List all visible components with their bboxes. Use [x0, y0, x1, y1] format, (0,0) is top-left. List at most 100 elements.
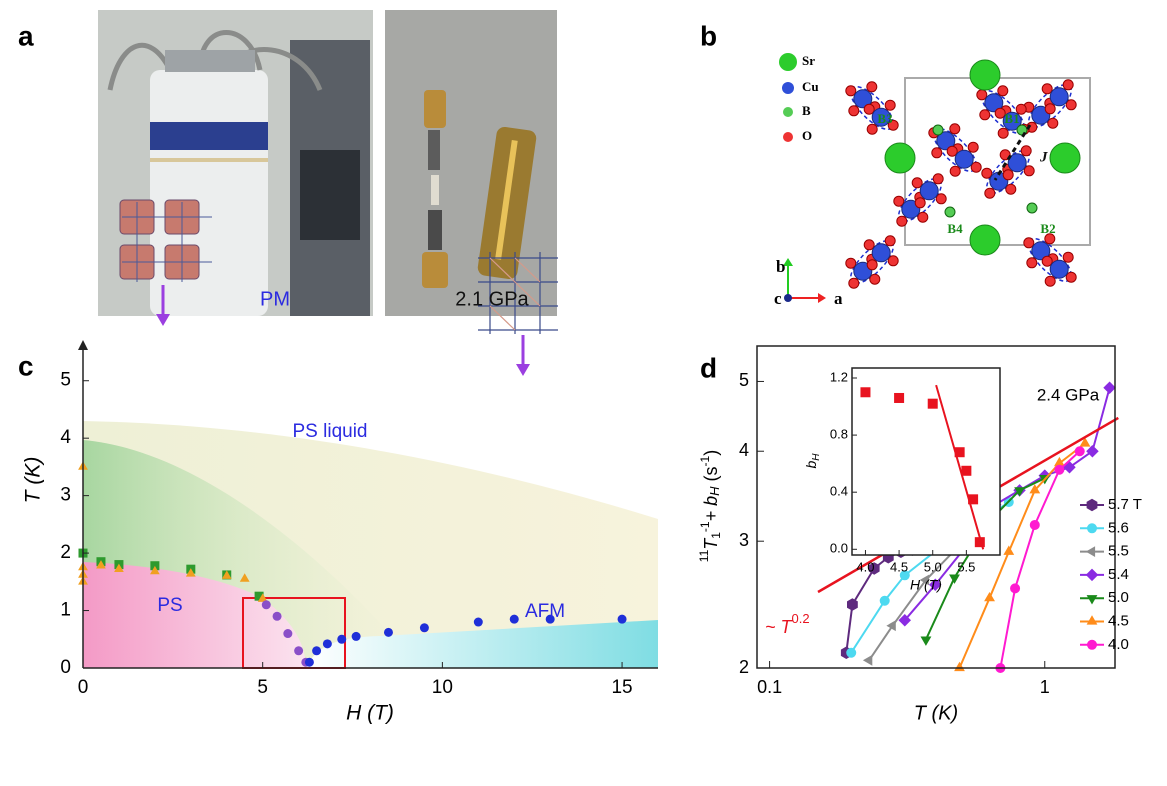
atom-o: [918, 212, 928, 222]
y-tick-label: 3: [60, 485, 71, 506]
legend-atom: [783, 107, 793, 117]
y-tick-label: 4: [739, 440, 749, 460]
atom-cu: [920, 182, 938, 200]
site-label: B3: [877, 111, 893, 126]
marker: [352, 632, 361, 641]
marker: [323, 639, 332, 648]
atom-o: [1066, 100, 1076, 110]
marker: [312, 646, 321, 655]
legend-atom: [783, 132, 793, 142]
atom-o: [982, 168, 992, 178]
fit-label-exponent: 0.2: [792, 611, 810, 626]
atom-o: [1042, 84, 1052, 94]
y-axis-label-part: b: [803, 461, 819, 469]
atom-o: [971, 162, 981, 172]
site-label: B2: [1040, 221, 1055, 236]
atom-o: [1066, 272, 1076, 282]
y-axis-label: T (K): [22, 457, 45, 504]
atom-o: [915, 198, 925, 208]
coupling-label: J': [956, 151, 969, 167]
legend-marker: [1086, 569, 1099, 582]
axis-name: a: [834, 289, 843, 308]
legend-label: Sr: [802, 53, 815, 68]
marker: [283, 629, 292, 638]
axis-name: c: [774, 289, 782, 308]
y-tick-label: 1: [60, 600, 71, 621]
marker: [1030, 520, 1040, 530]
marker: [984, 592, 995, 601]
marker: [954, 662, 965, 671]
panel-label: d: [700, 352, 717, 383]
marker: [846, 648, 856, 658]
atom-b: [933, 125, 943, 135]
atom-o: [977, 90, 987, 100]
annotation: PS: [157, 595, 182, 616]
x-tick-label: 4.5: [890, 559, 908, 574]
atom-o: [888, 256, 898, 266]
legend-label: 5.4: [1108, 566, 1129, 583]
annotation: PM: [260, 288, 290, 310]
atom-o: [932, 148, 942, 158]
marker: [863, 655, 872, 666]
arrowhead: [516, 364, 530, 376]
legend-label: 5.7 T: [1108, 496, 1142, 513]
x-tick-label: 10: [432, 677, 453, 698]
atom-o: [1003, 170, 1013, 180]
marker: [1054, 465, 1064, 475]
arrowhead: [818, 293, 826, 303]
x-tick-label: 15: [611, 677, 632, 698]
y-axis-label: bH: [803, 453, 822, 469]
atom-o: [933, 174, 943, 184]
marker: [262, 600, 271, 609]
legend-label: 5.0: [1108, 589, 1129, 606]
atom-o: [1027, 258, 1037, 268]
atom-o: [998, 86, 1008, 96]
x-axis-label: H (T): [910, 577, 942, 593]
marker: [860, 387, 870, 397]
atom-b: [1027, 203, 1037, 213]
y-tick-label: 3: [739, 530, 749, 550]
y-axis-label-part: H: [811, 453, 822, 461]
y-axis-label-part: (s: [701, 466, 721, 486]
atom-cu: [1050, 88, 1068, 106]
atom-o: [1024, 238, 1034, 248]
marker: [1103, 382, 1116, 395]
marker: [1003, 546, 1014, 555]
atom-o: [947, 146, 957, 156]
atom-sr: [885, 143, 915, 173]
atom-o: [894, 196, 904, 206]
atom-o: [985, 188, 995, 198]
marker: [894, 393, 904, 403]
panel-label: c: [18, 350, 34, 381]
legend-label: 5.5: [1108, 543, 1129, 560]
legend-label: Cu: [802, 79, 819, 94]
legend-marker: [1087, 615, 1098, 624]
legend-label: B: [802, 103, 811, 118]
y-axis-label: 11T1-1+ bH (s-1): [697, 450, 723, 562]
axis-name: b: [776, 257, 785, 276]
atom-o: [885, 236, 895, 246]
panel-label: a: [18, 20, 34, 51]
annotation: PS liquid: [293, 421, 368, 442]
atom-o: [1024, 166, 1034, 176]
atom-o: [912, 178, 922, 188]
marker: [1010, 583, 1020, 593]
legend-marker: [1087, 499, 1098, 512]
x-tick-label: 0: [78, 677, 89, 698]
marker: [880, 596, 890, 606]
x-axis-label: T (K): [914, 702, 958, 724]
annotation: 2.1 GPa: [455, 288, 529, 310]
atom-o: [864, 104, 874, 114]
arrowhead: [78, 340, 88, 350]
atom-o: [968, 142, 978, 152]
y-tick-label: 2: [60, 542, 71, 563]
atom-o: [1045, 104, 1055, 114]
marker: [294, 646, 303, 655]
y-axis-label-part: -1: [698, 455, 712, 466]
marker: [968, 494, 978, 504]
atom-o: [1063, 252, 1073, 262]
fit-label: ~ T0.2: [765, 611, 810, 636]
marker: [384, 628, 393, 637]
y-axis-label-part: ): [701, 450, 721, 456]
marker: [955, 447, 965, 457]
